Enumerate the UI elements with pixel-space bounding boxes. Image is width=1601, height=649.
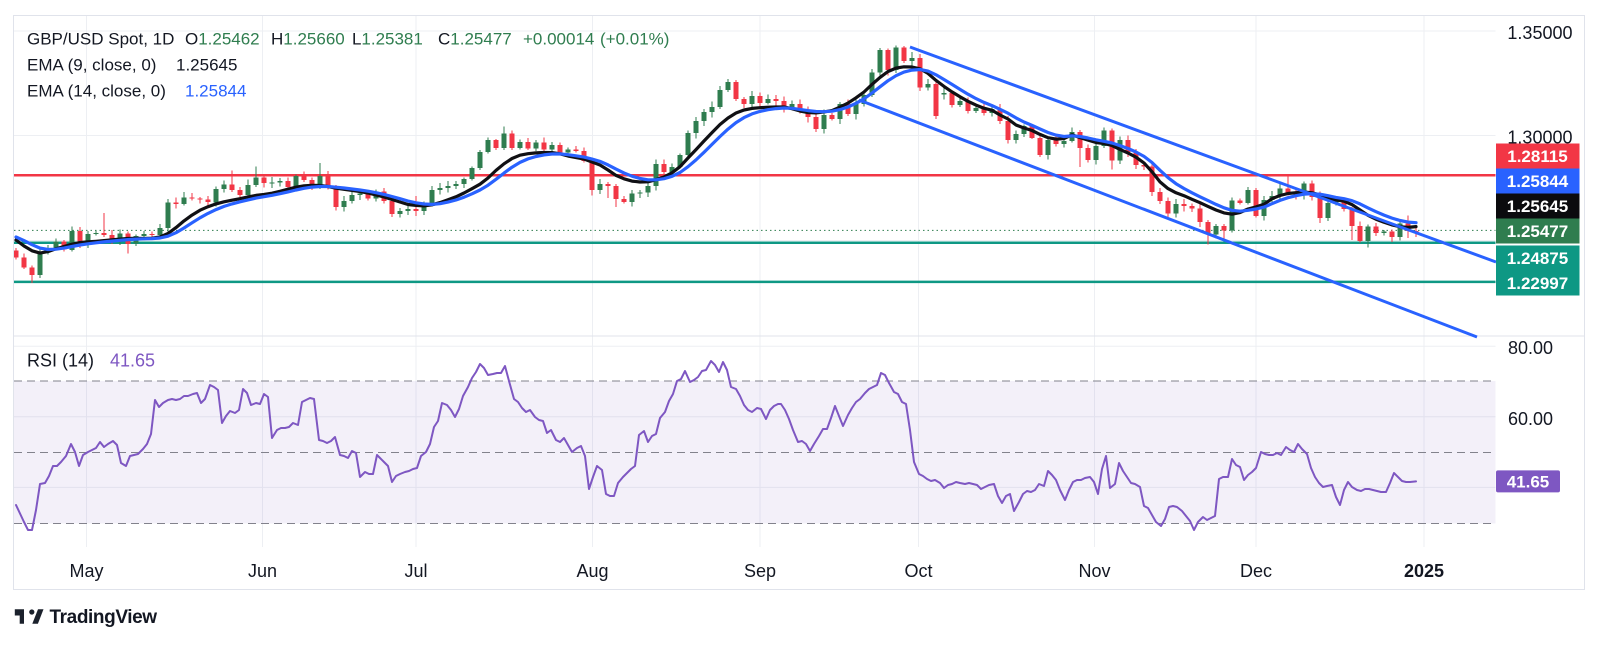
svg-text:1.25381: 1.25381 [361, 30, 422, 49]
svg-text:L: L [352, 30, 361, 49]
svg-text:Jun: Jun [248, 561, 277, 581]
svg-text:1.22997: 1.22997 [1507, 274, 1568, 293]
svg-text:(+0.01%): (+0.01%) [600, 30, 669, 49]
svg-text:41.65: 41.65 [110, 351, 155, 371]
svg-text:80.00: 80.00 [1508, 338, 1553, 358]
svg-text:1.25645: 1.25645 [176, 56, 237, 75]
svg-text:1.25844: 1.25844 [185, 82, 246, 101]
svg-text:1.25660: 1.25660 [283, 30, 344, 49]
svg-text:1.25477: 1.25477 [1507, 222, 1568, 241]
svg-text:Sep: Sep [744, 561, 776, 581]
svg-text:1.25462: 1.25462 [198, 30, 259, 49]
svg-text:1.35000: 1.35000 [1507, 23, 1572, 43]
svg-text:Nov: Nov [1078, 561, 1110, 581]
svg-text:1.25477: 1.25477 [450, 30, 511, 49]
svg-text:Dec: Dec [1240, 561, 1272, 581]
svg-text:TradingView: TradingView [50, 607, 158, 628]
svg-text:1.25645: 1.25645 [1507, 197, 1568, 216]
svg-text:O: O [185, 30, 198, 49]
svg-text:1.28115: 1.28115 [1507, 147, 1568, 166]
svg-text:H: H [271, 30, 283, 49]
svg-text:1.30000: 1.30000 [1507, 128, 1572, 148]
svg-text:41.65: 41.65 [1507, 473, 1550, 492]
svg-text:60.00: 60.00 [1508, 409, 1553, 429]
svg-text:Jul: Jul [404, 561, 427, 581]
svg-text:1.24875: 1.24875 [1507, 249, 1568, 268]
svg-text:GBP/USD Spot, 1D: GBP/USD Spot, 1D [27, 30, 174, 49]
svg-text:EMA (14, close, 0): EMA (14, close, 0) [27, 82, 166, 101]
svg-text:RSI (14): RSI (14) [27, 351, 94, 371]
svg-text:EMA (9, close, 0): EMA (9, close, 0) [27, 56, 156, 75]
svg-text:2025: 2025 [1404, 561, 1444, 581]
svg-text:+0.00014: +0.00014 [523, 30, 594, 49]
svg-text:Aug: Aug [576, 561, 608, 581]
svg-text:C: C [438, 30, 450, 49]
svg-text:May: May [69, 561, 103, 581]
svg-text:Oct: Oct [904, 561, 932, 581]
svg-text:1.25844: 1.25844 [1507, 172, 1569, 191]
